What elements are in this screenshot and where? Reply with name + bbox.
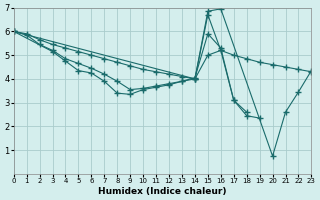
X-axis label: Humidex (Indice chaleur): Humidex (Indice chaleur) — [98, 187, 227, 196]
